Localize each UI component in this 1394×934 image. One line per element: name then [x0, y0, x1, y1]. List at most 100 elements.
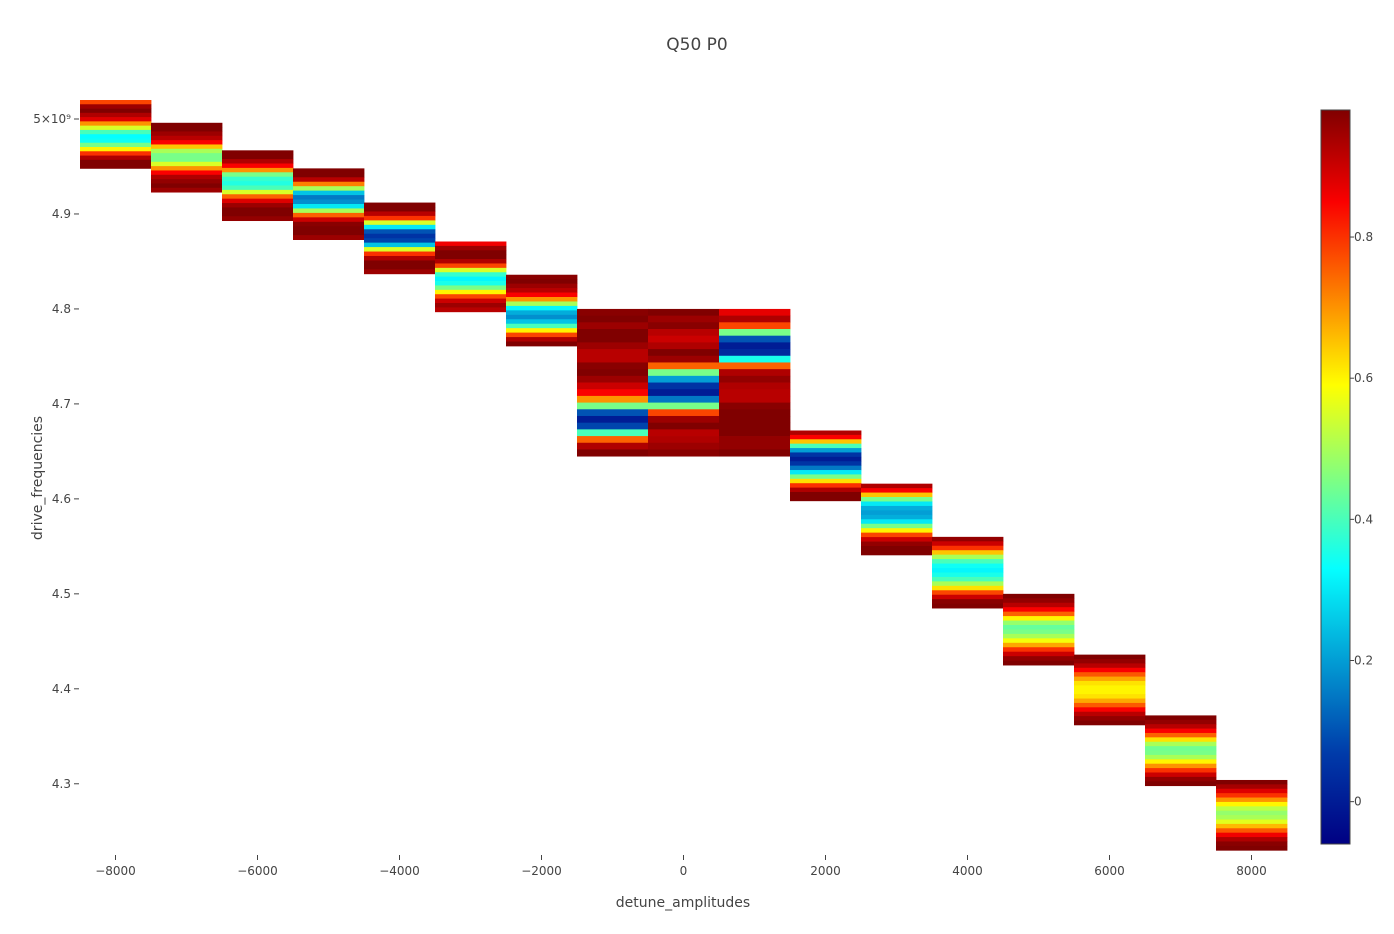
heatmap-cell	[80, 159, 152, 165]
heatmap-cell	[364, 238, 436, 244]
heatmap-cell	[861, 497, 933, 502]
heatmap-cell	[1145, 754, 1217, 760]
heatmap-cell	[1003, 638, 1075, 644]
heatmap-cell	[293, 208, 365, 214]
heatmap-cell	[648, 335, 720, 343]
heatmap-cell	[364, 224, 436, 230]
heatmap-cell	[648, 362, 720, 370]
heatmap-cell	[648, 449, 720, 457]
heatmap-cell	[861, 550, 933, 556]
heatmap-cell	[648, 415, 720, 424]
heatmap-cell	[222, 176, 294, 182]
y-axis: 4.3 4.4 4.5 4.6 4.7 4.8 4.9 5×10⁹	[33, 112, 79, 791]
heatmap-cell	[1216, 841, 1288, 847]
heatmap-cell	[151, 127, 223, 132]
heatmap-cell	[151, 144, 223, 150]
heatmap-cell	[506, 288, 578, 293]
heatmap-cell	[719, 315, 791, 323]
heatmap-cell	[1003, 633, 1075, 639]
heatmap-cell	[222, 163, 294, 169]
heatmap-cell	[293, 168, 365, 174]
heatmap-cell	[577, 442, 649, 450]
heatmap-cell	[577, 375, 649, 383]
heatmap-cell	[648, 355, 720, 363]
heatmap-cell	[577, 422, 649, 430]
heatmap-cell	[1074, 694, 1146, 699]
heatmap-cell	[719, 329, 791, 337]
heatmap-cell	[648, 402, 720, 410]
heatmap-cell	[1216, 810, 1288, 816]
heatmap-cell	[293, 203, 365, 209]
heatmap-cell	[1216, 845, 1288, 851]
heatmap-cell	[1003, 620, 1075, 626]
heatmap-cell	[648, 375, 720, 383]
heatmap-cell	[790, 470, 862, 475]
heatmap-cell	[577, 369, 649, 377]
heatmap-cell	[932, 594, 1004, 600]
heatmap-cell	[506, 319, 578, 325]
heatmap-cell	[222, 207, 294, 213]
heatmap-cell	[932, 603, 1004, 609]
x-tick-label: 6000	[1094, 864, 1125, 878]
colorbar-tick-label: 0.2	[1354, 654, 1373, 668]
heatmap-cell	[790, 491, 862, 497]
heatmap-cell	[932, 590, 1004, 596]
heatmap-cell	[435, 276, 507, 282]
heatmap-cell	[1003, 607, 1075, 613]
y-tick-label: 4.7	[52, 397, 71, 411]
heatmap-cell	[293, 190, 365, 196]
heatmap-cell	[80, 117, 152, 122]
heatmap-cell	[506, 323, 578, 329]
heatmap-cell	[861, 510, 933, 516]
heatmap-cell	[80, 108, 152, 114]
heatmap-cell	[1074, 707, 1146, 713]
heatmap-cell	[790, 456, 862, 462]
heatmap-cell	[506, 328, 578, 334]
heatmap-cell	[80, 142, 152, 148]
heatmap-cell	[1216, 797, 1288, 803]
x-axis-label: detune_amplitudes	[616, 895, 750, 911]
heatmap-cell	[790, 496, 862, 502]
heatmap-cell	[364, 264, 436, 270]
heatmap-cell	[1074, 654, 1146, 660]
heatmap-cell	[1145, 741, 1217, 747]
heatmap-cell	[1003, 611, 1075, 617]
y-tick-label: 4.5	[52, 587, 71, 601]
heatmap-cell	[506, 297, 578, 302]
heatmap-cell	[861, 483, 933, 489]
heatmap-cell	[648, 342, 720, 350]
heatmap-cell	[932, 536, 1004, 542]
heatmap-cell	[435, 263, 507, 269]
heatmap-cell	[861, 501, 933, 507]
heatmap-cell	[364, 251, 436, 257]
heatmap-cell	[293, 212, 365, 218]
heatmap-cell	[1003, 642, 1075, 648]
heatmap-cell	[1145, 732, 1217, 738]
x-tick-label: −8000	[95, 864, 136, 878]
heatmap-cell	[719, 395, 791, 403]
heatmap-cell	[293, 230, 365, 236]
heatmap-cell	[577, 415, 649, 424]
heatmap-cell	[1003, 651, 1075, 657]
x-tick-label: 2000	[810, 864, 841, 878]
heatmap-cell	[648, 389, 720, 397]
heatmap-cell	[222, 159, 294, 164]
heatmap-cell	[1003, 660, 1075, 666]
x-tick-label: −2000	[521, 864, 562, 878]
x-tick-label: −4000	[379, 864, 420, 878]
heatmap-cell	[1216, 815, 1288, 820]
heatmap-cell	[577, 449, 649, 457]
heatmap-cell	[861, 519, 933, 525]
heatmap-cell	[790, 439, 862, 445]
heatmap-cell	[719, 369, 791, 377]
heatmap-cell	[648, 369, 720, 377]
heatmap-cell	[648, 349, 720, 357]
heatmap-cell	[1145, 781, 1217, 787]
heatmap-cell	[222, 150, 294, 156]
heatmap-cell	[1216, 837, 1288, 842]
heatmap-cell	[719, 322, 791, 330]
heatmap-cell	[364, 255, 436, 261]
heatmap-cell	[222, 198, 294, 204]
heatmap-cell	[1074, 663, 1146, 669]
heatmap-cell	[1145, 724, 1217, 729]
